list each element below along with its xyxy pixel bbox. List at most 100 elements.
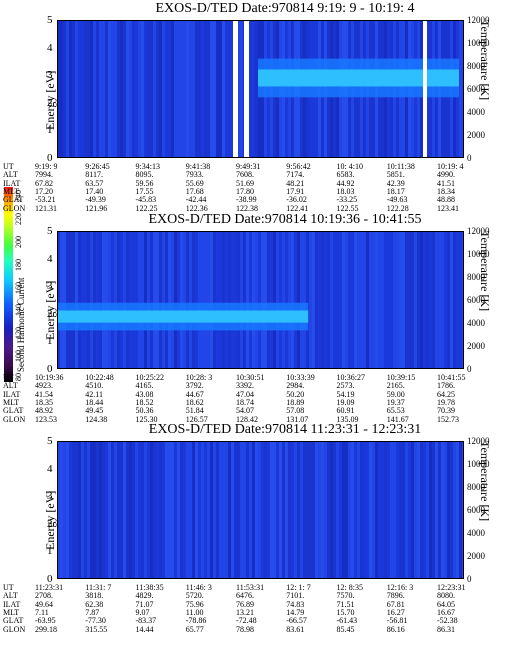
spectrogram-streak [438, 441, 441, 579]
spectrogram-streak [450, 231, 453, 369]
coord-row-label: ALT [3, 170, 18, 180]
spectrogram-streak [309, 441, 312, 579]
spectrogram-streak [432, 441, 435, 579]
spectrogram-streak [129, 231, 132, 369]
y2tick-label: 4000 [467, 528, 485, 538]
coord-value: 4165. [135, 381, 154, 391]
spectrogram-streak [255, 231, 258, 369]
spectrogram-streak [141, 20, 144, 158]
coord-value: 17.68 [185, 186, 204, 196]
spectrogram-streak [429, 231, 432, 369]
coord-row-label: ALT [3, 591, 18, 601]
coord-row-label: GLAT [3, 195, 24, 205]
spectrogram-streak [249, 231, 252, 369]
spectrogram-streak [381, 231, 384, 369]
coord-value: 299.18 [35, 624, 57, 634]
spectrogram-streak [195, 441, 198, 579]
spectrogram-streak [228, 231, 231, 369]
coord-value: 63.57 [85, 178, 104, 188]
spectrogram-streak [84, 20, 87, 158]
spectrogram-streak [132, 231, 135, 369]
colorbar-tick: 220 [14, 212, 23, 225]
spectrogram-streak [135, 20, 138, 158]
coord-row-label: MLT [3, 186, 20, 196]
spectrogram-streak [459, 20, 462, 158]
spectrogram-streak [93, 231, 96, 369]
spectrogram-streak [186, 20, 189, 158]
spectrogram-streak [93, 441, 96, 579]
coord-value: 18.89 [286, 397, 305, 407]
spectrogram-streak [171, 231, 174, 369]
coord-value: 48.21 [286, 178, 305, 188]
coord-value: 78.98 [236, 624, 254, 634]
spectrogram-streak [177, 20, 180, 158]
spectrogram-streak [132, 441, 135, 579]
coord-value: 17.80 [236, 186, 254, 196]
spectrogram-streak [123, 20, 126, 158]
spectrogram-streak [459, 441, 462, 579]
spectrogram-streak [108, 441, 111, 579]
spectrogram-streak [66, 231, 69, 369]
spectrogram-streak [219, 231, 222, 369]
coord-value: -49.39 [85, 195, 106, 205]
spectrogram-streak [183, 231, 186, 369]
spectrogram-streak [396, 231, 399, 369]
spectrogram-streak [237, 20, 240, 158]
spectrogram-streak [129, 20, 132, 158]
coord-value: 1786. [437, 381, 455, 391]
coord-value: 18.17 [386, 186, 405, 196]
spectrogram-streak [342, 231, 345, 369]
spectrogram-streak [327, 441, 330, 579]
spectrogram-streak [192, 231, 195, 369]
coord-value: 123.53 [35, 414, 57, 424]
spectrogram-streak [408, 231, 411, 369]
spectrogram-streak [63, 231, 66, 369]
spectrogram-streak [90, 20, 93, 158]
spectrogram-streak [174, 20, 177, 158]
spectrogram-streak [180, 231, 183, 369]
ytick-label: 4 [47, 41, 53, 54]
coord-value: 7608. [236, 170, 254, 180]
spectrogram-streak [201, 231, 204, 369]
ytick-label: 0 [47, 152, 53, 164]
spectrogram-streak [387, 441, 390, 579]
panel-2-spectrogram [57, 231, 464, 369]
coord-value: 10:19:36 [35, 373, 64, 382]
spectrogram-streak [87, 231, 90, 369]
spectrogram-streak [150, 231, 153, 369]
ytick-label: 0 [47, 573, 53, 585]
ytick-label: 3 [47, 69, 53, 82]
spectrogram-streak [261, 441, 264, 579]
coord-value: 131.07 [286, 414, 309, 424]
y2tick-label: 8000 [467, 272, 485, 282]
spectrogram-streak [390, 231, 393, 369]
ytick-label: 2 [47, 96, 53, 109]
spectrogram-streak [339, 441, 342, 579]
spectrogram-streak [372, 231, 375, 369]
spectrogram-frame [57, 441, 464, 579]
colorbar-gradient [4, 187, 13, 382]
y2tick-label: 2000 [467, 551, 485, 561]
spectrogram-streak [216, 231, 219, 369]
spectrogram-streak [222, 20, 225, 158]
spectrogram-streak [426, 441, 429, 579]
coord-value: -33.25 [336, 195, 358, 205]
energy-band-core [57, 310, 309, 323]
spectrogram-streak [78, 20, 81, 158]
spectrogram-streak [120, 441, 123, 579]
coord-value: 54.07 [236, 406, 254, 416]
ytick-label: 5 [47, 225, 53, 237]
spectrogram-streak [189, 231, 192, 369]
coord-value: 9:41:38 [185, 162, 211, 171]
coord-value: 121.31 [35, 203, 57, 213]
ytick-label: 1 [47, 545, 53, 558]
spectrogram-streak [378, 441, 381, 579]
spectrogram-streak [213, 231, 216, 369]
ytick-label: 0 [47, 363, 53, 375]
coord-value: 128.42 [236, 414, 258, 424]
spectrogram-streak [384, 441, 387, 579]
spectrogram-streak [453, 231, 456, 369]
spectrogram-streak [414, 441, 417, 579]
spectrogram-streak [231, 20, 234, 158]
spectrogram-streak [234, 441, 237, 579]
